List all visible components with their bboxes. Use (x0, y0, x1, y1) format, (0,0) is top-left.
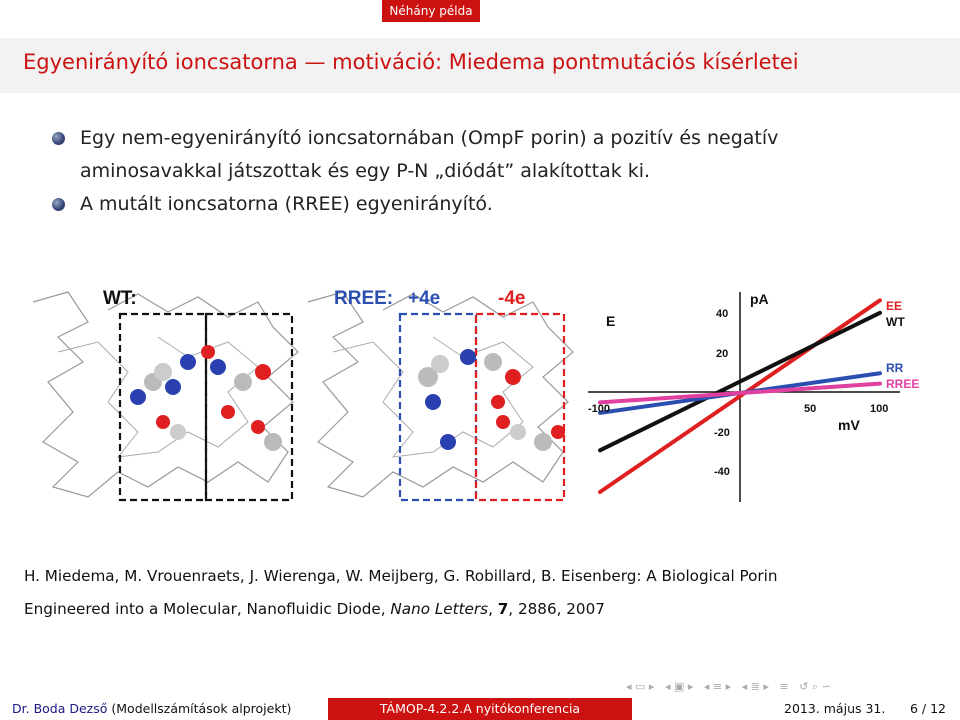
reference-volume: 7 (497, 600, 509, 618)
series-line-wt (598, 310, 882, 453)
nav-frame-prev-icon[interactable]: ◂ ▭ ▸ (626, 680, 655, 693)
axis-unit-pa: pA (750, 291, 769, 307)
bullet-list: Egy nem-egyenirányító ioncsatornában (Om… (52, 122, 932, 221)
footer: Dr. Boda Dezső (Modellszámítások alproje… (0, 698, 960, 720)
iv-chart: E pA mV 40 20 -20 -40 -100 50 100 EE WT … (588, 291, 919, 502)
legend-rr: RR (886, 361, 904, 375)
reference-rest: , 2886, 2007 (508, 600, 605, 618)
bullet-line: A mutált ioncsatorna (RREE) egyenirányít… (80, 193, 493, 215)
legend-rree: RREE (886, 377, 919, 391)
minus-charge-label: -4e (498, 288, 525, 309)
series-line-rree (598, 381, 882, 405)
reference-title: Engineered into a Molecular, Nanofluidic… (24, 600, 391, 618)
footer-author-note: (Modellszámítások alprojekt) (111, 701, 292, 716)
slide-title: Egyenirányító ioncsatorna — motiváció: M… (23, 50, 799, 74)
bullet-icon (52, 132, 65, 145)
axis-unit-mv: mV (838, 417, 860, 433)
reference-authors: H. Miedema, M. Vrouenraets, J. Wierenga,… (24, 567, 778, 585)
series-line-ee (598, 298, 882, 494)
bullet-line: Egy nem-egyenirányító ioncsatornában (Om… (80, 127, 779, 149)
nav-search-icon[interactable]: ↺ ⌕ ∽ (799, 680, 831, 693)
nav-doc-icon[interactable]: ◂ ≣ ▸ (741, 680, 769, 693)
x-tick-label: 50 (804, 403, 816, 415)
reference: H. Miedema, M. Vrouenraets, J. Wierenga,… (24, 560, 934, 626)
wt-label: WT: (103, 288, 137, 309)
footer-right-box: 2013. május 31. 6 / 12 (632, 698, 960, 720)
y-tick-label: 40 (716, 308, 728, 320)
bullet-line: aminosavakkal játszottak és egy P-N „dió… (80, 160, 651, 182)
protein-structure-wt (32, 291, 299, 502)
y-tick-label: -20 (714, 427, 730, 439)
figure: WT: RREE: +4e -4e E pA mV 40 20 -20 -40 … (32, 288, 919, 502)
x-tick-label: 100 (870, 403, 888, 415)
top-nav-bar: Néhány példa (0, 0, 960, 22)
footer-event: TÁMOP-4.2.2.A nyitókonferencia (328, 698, 632, 720)
x-tick-label: -100 (588, 403, 610, 415)
bullet-item: A mutált ioncsatorna (RREE) egyenirányít… (52, 188, 932, 221)
y-tick-label: 20 (716, 348, 728, 360)
section-label[interactable]: Néhány példa (382, 0, 480, 22)
footer-author: Dr. Boda Dezső (12, 701, 108, 716)
y-tick-label: -40 (714, 466, 730, 478)
nav-section-icon[interactable]: ◂ ≡ ▸ (703, 680, 732, 693)
reference-line2: Engineered into a Molecular, Nanofluidic… (24, 600, 605, 618)
protein-structure-rree (307, 291, 574, 502)
footer-date: 2013. május 31. (784, 701, 886, 716)
legend-wt: WT (886, 315, 905, 329)
legend-ee: EE (886, 299, 902, 313)
nav-toc-icon[interactable]: ≡ (779, 680, 789, 693)
title-background (0, 38, 960, 93)
rree-label: RREE: (334, 288, 393, 309)
nav-subsection-icon[interactable]: ◂ ▣ ▸ (664, 680, 694, 693)
beamer-nav-icons: ◂ ▭ ▸ ◂ ▣ ▸ ◂ ≡ ▸ ◂ ≣ ▸ ≡ ↺ ⌕ ∽ (626, 680, 831, 694)
reference-journal: Nano Letters (390, 600, 489, 618)
plus-charge-label: +4e (408, 288, 440, 309)
bullet-icon (52, 198, 65, 211)
footer-author-box: Dr. Boda Dezső (Modellszámítások alproje… (0, 698, 328, 720)
axis-label-e: E (606, 313, 615, 329)
bullet-item: Egy nem-egyenirányító ioncsatornában (Om… (52, 122, 932, 188)
footer-page: 6 / 12 (909, 701, 946, 716)
